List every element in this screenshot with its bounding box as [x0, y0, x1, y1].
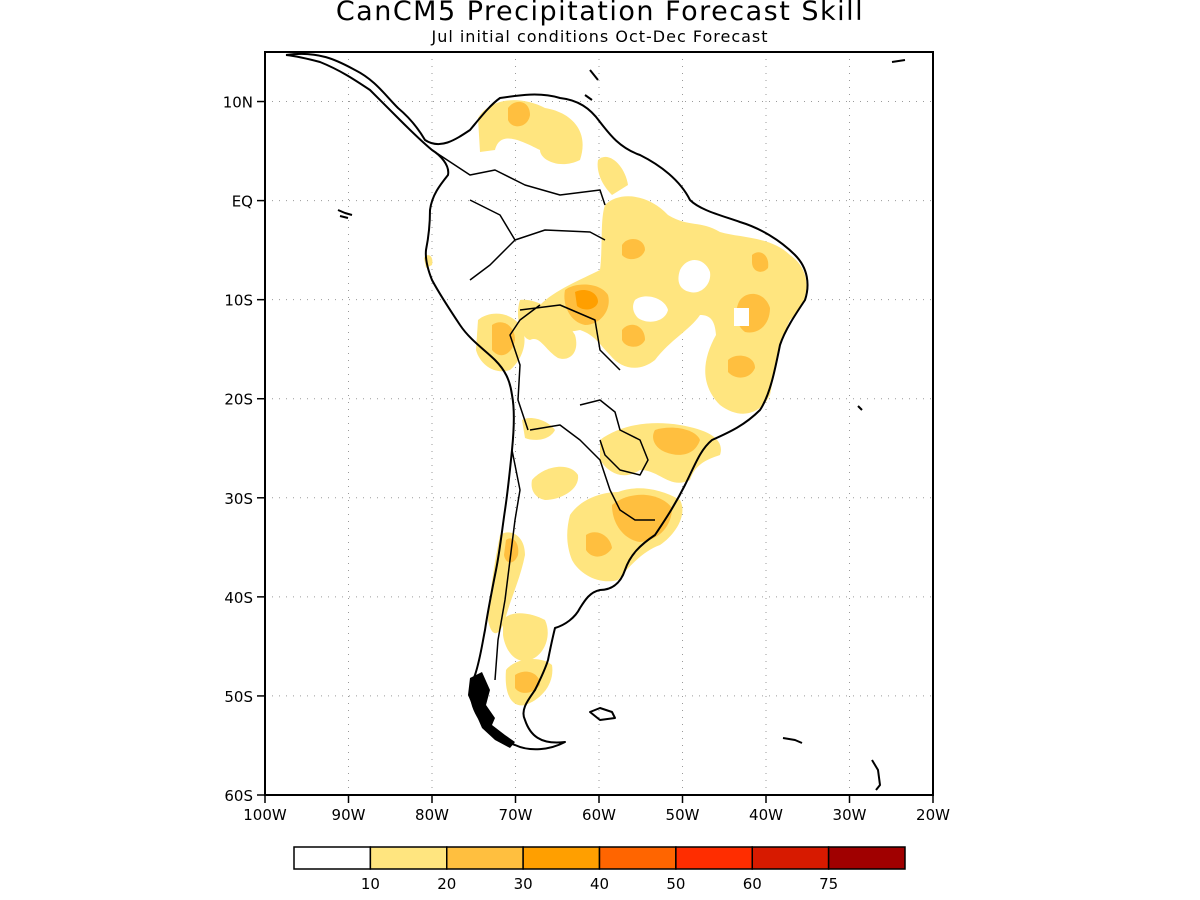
colorbar-label: 20	[437, 875, 456, 893]
skill-region-se-brazil-core	[653, 427, 700, 455]
skill-region-guyana	[597, 156, 628, 195]
country-borders	[431, 149, 655, 681]
archipelago-shape	[468, 672, 515, 748]
coastline	[285, 52, 906, 791]
colorbar-swatch	[293, 846, 372, 870]
skill-core-1b	[575, 290, 598, 310]
colorbar-label: 30	[514, 875, 533, 893]
y-tick-label: 20S	[224, 391, 253, 409]
skill-core-2	[622, 238, 645, 260]
chart-title: CanCM5 Precipitation Forecast Skill	[335, 0, 865, 27]
skill-region-peru-core	[492, 322, 515, 356]
colorbar-swatch	[751, 846, 830, 870]
skill-shading	[424, 100, 807, 706]
y-tick-label: 10S	[224, 292, 253, 310]
galapagos	[337, 209, 353, 219]
y-tick-label: EQ	[232, 193, 253, 211]
skill-missing-box	[734, 308, 749, 326]
chart-subtitle: Jul initial conditions Oct-Dec Forecast	[431, 27, 769, 46]
x-tick-label: 60W	[582, 806, 616, 824]
skill-region-argentina-ne	[531, 466, 579, 500]
y-axis-ticks: 10N EQ 10S 20S 30S 40S 50S 60S	[223, 94, 265, 805]
x-axis-ticks: 100W 90W 80W 70W 60W 50W 40W 30W 20W	[243, 795, 950, 824]
colorbar-swatch	[598, 846, 677, 870]
y-tick-label: 50S	[224, 688, 253, 706]
x-tick-label: 100W	[243, 806, 287, 824]
x-tick-label: 80W	[415, 806, 449, 824]
x-tick-label: 20W	[916, 806, 950, 824]
colorbar-label: 10	[361, 875, 380, 893]
x-tick-label: 70W	[499, 806, 533, 824]
chile-archipelago	[468, 672, 515, 748]
skill-hole-1	[678, 260, 711, 293]
colorbar-label: 40	[590, 875, 609, 893]
colorbar-label: 75	[819, 875, 838, 893]
colorbar-swatch	[369, 846, 448, 870]
colorbar-swatch	[675, 846, 753, 870]
x-tick-label: 90W	[332, 806, 366, 824]
colorbar-swatch	[446, 846, 524, 870]
falkland-islands	[589, 707, 616, 721]
skill-core-5	[752, 252, 769, 272]
skill-core-3	[622, 324, 645, 347]
x-tick-label: 30W	[833, 806, 867, 824]
x-tick-label: 50W	[666, 806, 700, 824]
colorbar-swatch	[522, 846, 601, 870]
skill-region-bolivia	[518, 299, 577, 359]
y-tick-label: 10N	[223, 94, 253, 112]
y-tick-label: 60S	[224, 787, 253, 805]
continent-outline	[285, 52, 809, 751]
graticule	[265, 52, 933, 795]
skill-region-argentina-core	[586, 532, 612, 557]
south-sandwich	[871, 759, 881, 791]
skill-hole-2	[633, 296, 668, 322]
x-tick-label: 40W	[749, 806, 783, 824]
colorbar-swatch	[827, 846, 906, 870]
skill-region-patagonia-core	[515, 671, 540, 693]
skill-region-venezuela	[478, 100, 583, 165]
skill-region-venezuela-core	[508, 101, 530, 127]
colorbar: 10 20 30 40 50 60 75	[293, 846, 906, 893]
skill-region-patagonia-n	[503, 613, 548, 661]
y-tick-label: 30S	[224, 490, 253, 508]
caribbean-islands	[584, 59, 906, 101]
colorbar-label: 60	[743, 875, 762, 893]
south-georgia	[782, 737, 803, 744]
y-tick-label: 40S	[224, 589, 253, 607]
colorbar-label: 50	[666, 875, 685, 893]
fernando-de-noronha	[857, 405, 863, 411]
skill-core-6	[728, 355, 755, 378]
